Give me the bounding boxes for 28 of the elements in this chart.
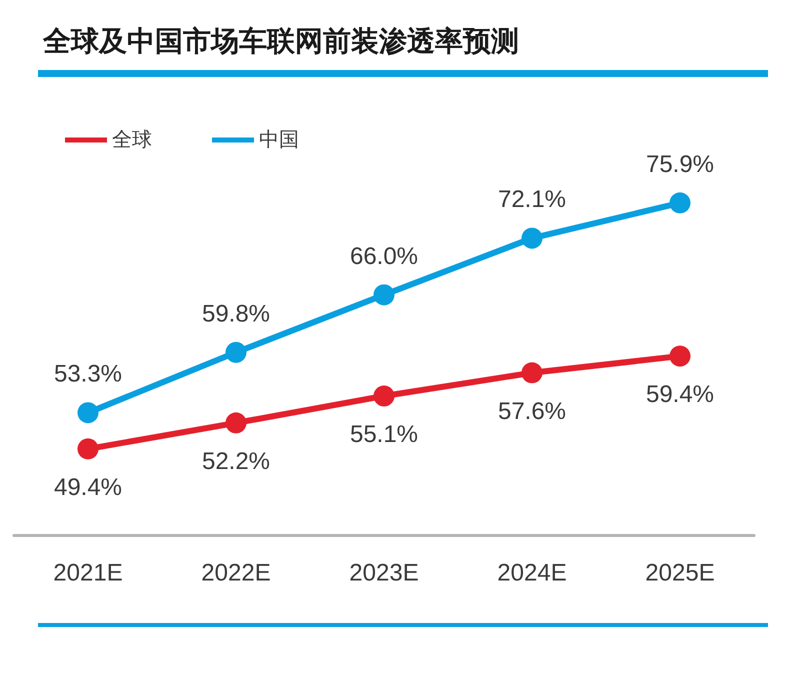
- point: [374, 284, 394, 306]
- point: [670, 192, 690, 214]
- data-label: 49.4%: [54, 474, 122, 501]
- point: [78, 402, 98, 424]
- data-label: 53.3%: [54, 360, 122, 388]
- x-tick-label: 2025E: [645, 560, 715, 586]
- data-label: 75.9%: [646, 150, 714, 178]
- data-label: 55.1%: [350, 420, 418, 448]
- data-label: 52.2%: [202, 448, 270, 475]
- data-label: 57.6%: [498, 398, 566, 425]
- point: [374, 386, 394, 406]
- x-tick-label: 2022E: [201, 560, 271, 586]
- legend-label: 中国: [259, 129, 299, 151]
- point: [78, 438, 98, 460]
- x-tick-label: 2021E: [53, 560, 123, 586]
- legend-label: 全球: [112, 129, 152, 151]
- point: [226, 342, 246, 363]
- point: [522, 228, 542, 249]
- x-tick-label: 2024E: [497, 560, 567, 586]
- data-label: 72.1%: [498, 186, 566, 214]
- data-label: 66.0%: [350, 242, 418, 270]
- x-tick-label: 2023E: [349, 560, 419, 586]
- point: [226, 412, 246, 434]
- data-label: 59.8%: [202, 300, 270, 328]
- chart-title: 全球及中国市场车联网前装渗透率预测: [42, 26, 519, 56]
- data-label: 59.4%: [646, 381, 714, 408]
- point: [670, 346, 690, 367]
- point: [522, 362, 542, 384]
